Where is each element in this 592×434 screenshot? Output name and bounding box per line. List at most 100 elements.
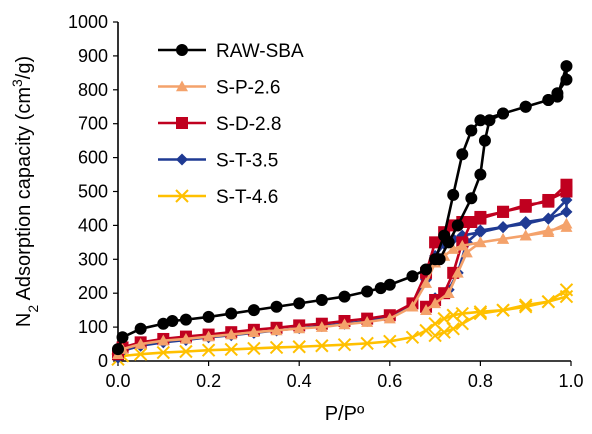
data-point [447, 243, 460, 254]
data-point [116, 331, 129, 344]
y-tick-label: 200 [78, 283, 108, 303]
data-point [429, 297, 442, 309]
data-point [497, 205, 510, 218]
data-point [361, 285, 374, 298]
legend-marker [175, 189, 189, 203]
data-point [179, 332, 192, 344]
series-s-t-4.6 [111, 283, 574, 367]
data-point [361, 316, 374, 327]
legend-item: S-P-2.6 [158, 78, 280, 99]
data-point [542, 195, 555, 208]
y-tick-label: 600 [78, 148, 108, 168]
y-tick-label: 800 [78, 80, 108, 100]
data-point [292, 340, 306, 354]
legend: RAW-SBA S-P-2.6 S-D-2.8 S-T-3.5 S-T-4.6 [158, 41, 304, 208]
y-tick-label: 1000 [68, 12, 108, 32]
data-point [456, 148, 469, 161]
data-point [560, 205, 573, 218]
data-point [337, 338, 352, 352]
y-tick-label: 500 [78, 182, 108, 202]
data-point [247, 326, 260, 337]
legend-item: S-D-2.8 [158, 114, 281, 135]
data-point [497, 107, 510, 120]
data-point [446, 322, 460, 336]
data-point [338, 318, 351, 330]
data-point [474, 210, 487, 223]
data-point [473, 306, 488, 321]
data-point [201, 343, 216, 357]
x-tick-label: 0.2 [196, 371, 221, 391]
y-tick-label: 0 [98, 351, 108, 371]
data-point [560, 217, 573, 229]
legend-item: S-T-4.6 [158, 187, 278, 208]
data-point [420, 304, 433, 315]
data-point [112, 343, 124, 356]
data-point [465, 192, 478, 205]
y-axis-title-part: 3 [9, 79, 25, 87]
data-point [156, 345, 171, 360]
data-point [225, 328, 238, 340]
data-point [519, 199, 532, 212]
data-point [315, 293, 328, 306]
data-point [560, 178, 573, 191]
data-point [269, 340, 284, 355]
legend-marker [176, 117, 188, 129]
data-point [542, 93, 555, 106]
data-point [405, 330, 420, 344]
data-point [270, 300, 283, 313]
data-point [202, 330, 215, 342]
data-point [179, 344, 193, 359]
data-point [224, 342, 238, 357]
data-point [420, 263, 433, 276]
data-point [497, 221, 510, 234]
y-axis-title: N2 Adsorption capacity (cm3/g) [9, 56, 41, 327]
data-point [442, 236, 455, 249]
y-tick-label: 400 [78, 215, 108, 235]
data-point [451, 266, 464, 278]
data-point [179, 313, 192, 326]
data-point [447, 188, 460, 201]
legend-label: S-P-2.6 [216, 78, 280, 99]
data-point [157, 334, 170, 346]
data-point [419, 323, 433, 338]
data-point [465, 216, 478, 229]
data-point [541, 294, 556, 309]
data-point [134, 338, 147, 349]
data-point [456, 239, 469, 251]
data-point [497, 232, 510, 244]
data-point [542, 212, 555, 225]
y-axis-title-part: N [13, 313, 35, 327]
data-point [406, 300, 419, 312]
data-point [519, 100, 532, 113]
data-point [225, 307, 238, 320]
data-point [483, 114, 496, 127]
y-tick-label: 700 [78, 114, 108, 134]
data-point [428, 328, 442, 343]
axes: 0 100 200 300 400 500 600 700 800 900 1000 0.0 0.2 0.… [68, 12, 584, 391]
data-point [433, 253, 446, 266]
data-point [383, 278, 396, 291]
data-point [420, 277, 433, 288]
data-point [518, 300, 533, 314]
series-s-p-2.6 [112, 217, 573, 360]
data-point [315, 339, 329, 353]
x-tick-label: 0.6 [377, 371, 402, 391]
data-point [202, 310, 215, 323]
y-axis-title-part: 2 [25, 305, 41, 313]
legend-item: RAW-SBA [158, 41, 304, 62]
data-point [247, 304, 260, 317]
data-point [383, 312, 396, 324]
x-axis-title: P/Pº [325, 403, 365, 425]
data-point [460, 246, 473, 258]
legend-marker [176, 44, 188, 56]
legend-label: S-T-3.5 [216, 151, 278, 172]
x-tick-label: 1.0 [558, 371, 583, 391]
data-point [519, 216, 532, 229]
legend-item: S-T-3.5 [158, 151, 278, 172]
y-tick-label: 900 [78, 46, 108, 66]
data-point [455, 317, 469, 331]
data-point [496, 303, 510, 317]
data-point [429, 236, 442, 249]
data-point [474, 224, 487, 237]
y-tick-label: 300 [78, 249, 108, 269]
